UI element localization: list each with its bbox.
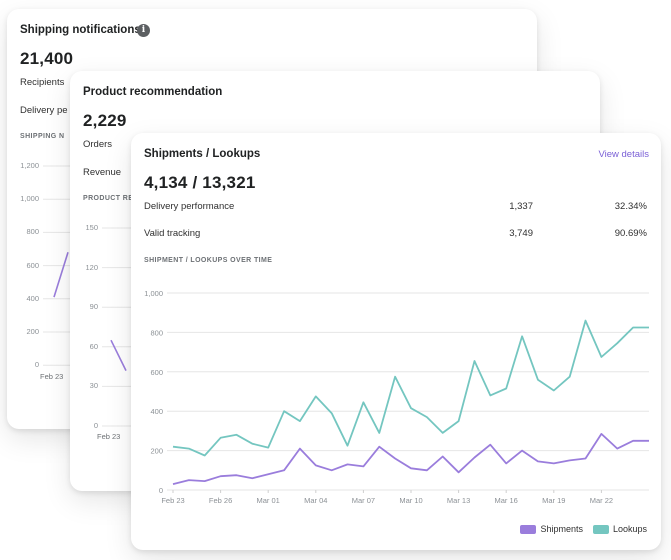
x-tick-label: Feb 23	[161, 496, 184, 505]
y-tick-label: 800	[150, 328, 163, 337]
row-label-delivery: Delivery pe	[20, 105, 68, 116]
view-details-link[interactable]: View details	[598, 149, 649, 160]
series-line-shipments	[53, 252, 69, 298]
card-total: 21,400	[20, 49, 74, 68]
x-tick-label: Mar 19	[542, 496, 565, 505]
y-tick-label: 90	[89, 302, 98, 312]
legend-label: Lookups	[612, 524, 647, 534]
shipments-lookups-chart: 0 200 400 600 800 1,000 Feb 23 Feb 26 Mar 01 Mar…	[144, 289, 649, 505]
chart-legend: Shipments Lookups	[510, 524, 647, 534]
y-tick-label: 1,000	[20, 194, 39, 204]
x-tick-label: Mar 04	[304, 496, 327, 505]
card-title: Shipping notifications	[20, 24, 141, 36]
y-tick-label: 400	[150, 407, 163, 416]
section-label: SHIPPING N	[20, 133, 65, 140]
y-tick-label: 120	[85, 262, 98, 272]
x-tick-label: Mar 10	[399, 496, 422, 505]
series-line-orders	[110, 339, 127, 371]
legend-label: Shipments	[540, 524, 583, 534]
y-tick-label: 200	[150, 447, 163, 456]
row-count: 3,749	[509, 228, 533, 239]
row-percent: 90.69%	[614, 228, 647, 239]
card-total: 4,134 / 13,321	[144, 173, 256, 192]
section-label: PRODUCT RE	[83, 195, 134, 202]
row-label-revenue: Revenue	[83, 167, 122, 178]
card-total: 2,229	[83, 111, 127, 130]
x-tick-label: Mar 13	[447, 496, 470, 505]
row-label: Delivery performance	[144, 201, 235, 212]
series-line-shipments[interactable]	[172, 432, 649, 485]
card-title: Product recommendation	[83, 86, 223, 98]
row-percent: 32.34%	[614, 201, 647, 212]
x-tick-label: Mar 16	[495, 496, 518, 505]
series-line-lookups[interactable]	[172, 319, 649, 457]
y-tick-label: 150	[85, 223, 98, 232]
card-title: Shipments / Lookups	[144, 148, 261, 160]
y-tick-label: 400	[26, 293, 39, 303]
y-tick-label: 0	[159, 486, 163, 495]
x-tick-label: Mar 01	[257, 496, 280, 505]
x-tick-label: Mar 22	[590, 496, 613, 505]
legend-item-shipments[interactable]: Shipments	[520, 524, 583, 534]
shipments-lookups-card: Shipments / Lookups View details 4,134 /…	[131, 133, 661, 550]
y-tick-label: 0	[93, 421, 98, 430]
row-count: 1,337	[509, 201, 533, 212]
x-tick-label: Feb 23	[40, 372, 64, 381]
y-tick-label: 30	[89, 381, 98, 391]
row-label: Valid tracking	[144, 228, 201, 239]
row-label-recipients: Recipients	[20, 77, 65, 88]
section-label: SHIPMENT / LOOKUPS OVER TIME	[144, 257, 273, 264]
y-tick-label: 600	[26, 260, 39, 270]
legend-item-lookups[interactable]: Lookups	[592, 524, 647, 534]
legend-swatch	[520, 524, 537, 534]
x-tick-label: Feb 23	[97, 432, 121, 441]
x-tick-label: Mar 07	[352, 496, 375, 505]
y-tick-label: 200	[26, 327, 39, 336]
y-tick-label: 600	[150, 368, 163, 377]
y-tick-label: 1,000	[144, 289, 163, 298]
y-tick-label: 1,200	[20, 161, 39, 170]
y-tick-label: 60	[89, 341, 98, 351]
info-icon[interactable]: i	[137, 24, 150, 37]
x-tick-label: Feb 26	[209, 496, 232, 505]
y-tick-label: 0	[34, 360, 39, 370]
legend-swatch	[592, 524, 609, 534]
row-label-orders: Orders	[83, 139, 113, 150]
y-tick-label: 800	[26, 227, 39, 237]
